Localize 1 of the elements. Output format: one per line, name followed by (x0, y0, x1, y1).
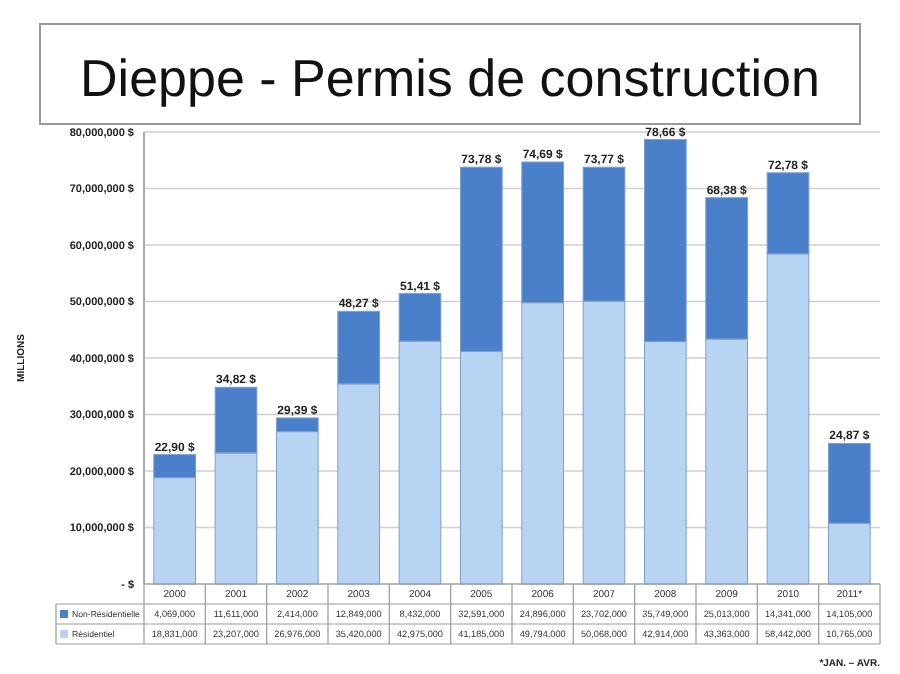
chart-title: Dieppe - Permis de construction (80, 48, 820, 108)
